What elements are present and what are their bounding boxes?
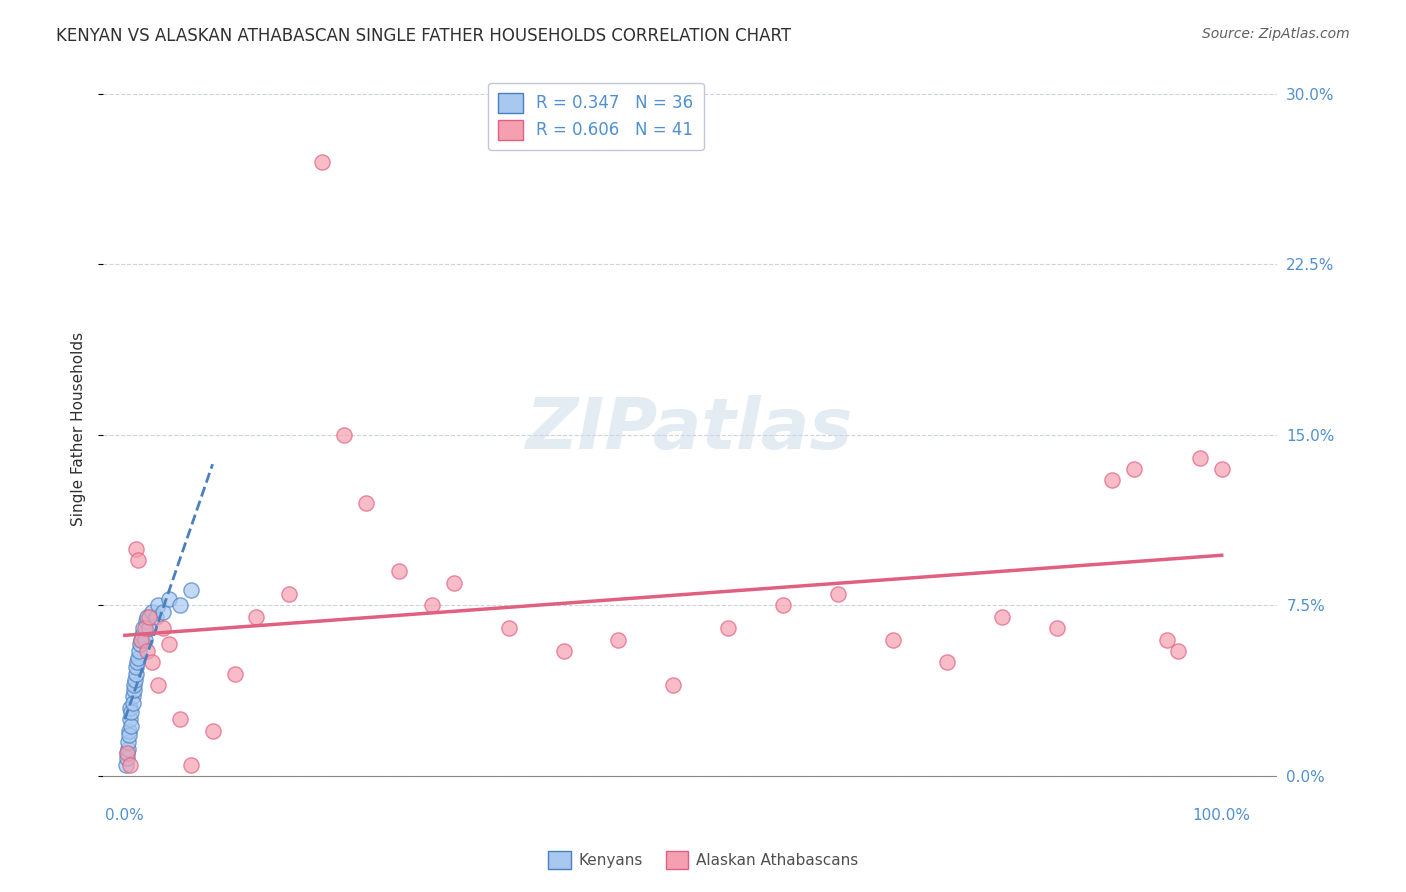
Point [1101,474,1123,488]
Point [662,678,685,692]
Point [180,757,202,772]
Point [131,628,153,642]
Point [169,599,191,613]
Point [115,757,138,772]
Point [772,599,794,613]
Point [135,615,157,629]
Point [146,599,169,613]
Point [120,712,142,726]
Point [827,587,849,601]
Point [134,621,156,635]
Point [117,741,139,756]
Point [127,553,149,567]
Point [245,609,267,624]
Point [120,757,142,772]
Point [125,655,148,669]
Point [882,632,904,647]
Point [180,582,202,597]
Point [118,728,141,742]
Point [443,575,465,590]
Text: Source: ZipAtlas.com: Source: ZipAtlas.com [1202,27,1350,41]
Legend: Kenyans, Alaskan Athabascans: Kenyans, Alaskan Athabascans [541,845,865,875]
Point [115,746,138,760]
Point [1211,462,1233,476]
Point [354,496,377,510]
Point [124,673,146,688]
Point [157,591,180,606]
Point [115,746,138,760]
Point [553,644,575,658]
Point [125,541,148,556]
Point [135,609,157,624]
Y-axis label: Single Father Households: Single Father Households [72,332,86,526]
Point [120,719,142,733]
Point [122,678,145,692]
Point [120,700,142,714]
Point [498,621,520,635]
Point [120,706,142,720]
Point [607,632,630,647]
Point [278,587,301,601]
Point [1156,632,1178,647]
Point [311,155,333,169]
Point [135,644,157,658]
Point [152,605,174,619]
Point [388,564,411,578]
Point [117,735,139,749]
Point [115,751,138,765]
Point [141,605,163,619]
Point [157,637,180,651]
Point [138,609,160,624]
Point [129,632,152,647]
Point [936,655,959,669]
Text: ZIPatlas: ZIPatlas [526,394,853,464]
Point [169,712,191,726]
Point [138,621,160,635]
Point [1123,462,1146,476]
Point [717,621,740,635]
Point [991,609,1014,624]
Point [152,621,174,635]
Text: KENYAN VS ALASKAN ATHABASCAN SINGLE FATHER HOUSEHOLDS CORRELATION CHART: KENYAN VS ALASKAN ATHABASCAN SINGLE FATH… [56,27,792,45]
Point [201,723,224,738]
Point [1167,644,1189,658]
Point [145,609,167,624]
Point [127,650,149,665]
Point [1188,450,1211,465]
Point [125,666,148,681]
Point [121,696,143,710]
Point [125,660,148,674]
Point [1046,621,1069,635]
Point [129,632,152,647]
Legend: R = 0.347   N = 36, R = 0.606   N = 41: R = 0.347 N = 36, R = 0.606 N = 41 [488,83,703,150]
Point [420,599,443,613]
Point [128,644,150,658]
Point [132,621,155,635]
Point [141,655,163,669]
Point [134,632,156,647]
Point [146,678,169,692]
Point [121,690,143,704]
Point [122,682,145,697]
Point [129,637,152,651]
Point [333,428,356,442]
Point [224,666,246,681]
Point [118,723,141,738]
